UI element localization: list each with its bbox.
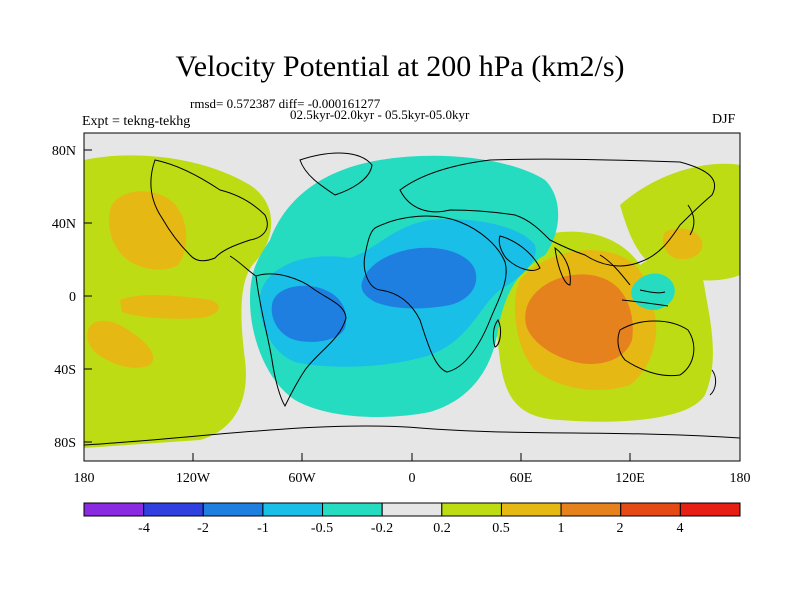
colorbar-box [620, 502, 681, 517]
coastline-north-america [150, 159, 268, 262]
lat-tick-label: 80N [52, 144, 76, 159]
coastline-southeast-asia [599, 254, 631, 286]
coastline-new-zealand [709, 369, 717, 396]
colorbar-box [679, 502, 741, 517]
coastline-japan [687, 204, 695, 236]
colorbar-box [262, 502, 324, 517]
coastline-central-america [229, 255, 257, 277]
colorbar-box [441, 502, 502, 517]
positive-anomaly-southwest [87, 320, 154, 368]
lon-tick-label: 60E [510, 471, 533, 486]
colorbar-box [83, 502, 145, 517]
coastline-india [554, 246, 571, 286]
lon-axis [83, 453, 741, 461]
lat-tick-label: 40N [52, 217, 76, 232]
positive-anomaly-south-pacific [120, 295, 219, 319]
lon-tick-label: 0 [409, 471, 416, 486]
negative-core-south-america [271, 285, 347, 342]
coastline-madagascar [492, 319, 502, 348]
map-field [84, 133, 740, 461]
colorbar-label: -1 [257, 521, 269, 536]
coastline-south-america [255, 273, 347, 408]
lon-tick-label: 120E [615, 471, 645, 486]
lon-tick-label: 180 [730, 471, 751, 486]
colorbar-label: 4 [677, 521, 684, 536]
colorbar-box [381, 502, 443, 517]
colorbar-label: -2 [197, 521, 209, 536]
colorbar-label: -0.5 [311, 521, 333, 536]
colorbar-box [560, 502, 622, 517]
lat-tick-label: 40S [54, 363, 76, 378]
plot-title: Velocity Potential at 200 hPa (km2/s) [175, 50, 625, 83]
lon-tick-labels: 180 120W 60W 0 60E 120E 180 [74, 471, 751, 486]
colorbar-labels: -4 -2 -1 -0.5 -0.2 0.2 0.5 1 2 4 [138, 521, 683, 536]
positive-region-northwest-pacific [620, 163, 740, 281]
coastline-greenland [299, 152, 373, 196]
negative-core-africa [361, 247, 477, 309]
lat-axis [84, 149, 92, 443]
positive-core-indian-ocean [525, 274, 633, 364]
coastline-australia [617, 320, 695, 377]
positive-anomaly-north-pacific [108, 191, 187, 270]
colorbar-label: -4 [138, 521, 150, 536]
experiment-label: Expt = tekng-tekhg [82, 114, 191, 129]
colorbar-label: 2 [617, 521, 624, 536]
lon-tick-label: 120W [176, 471, 211, 486]
periods-line: 02.5kyr-02.0kyr - 05.5kyr-05.0kyr [290, 107, 470, 122]
coastline-indonesia [621, 289, 669, 307]
coastline-arabia [498, 235, 541, 271]
lat-tick-label: 80S [54, 436, 76, 451]
season-label: DJF [712, 112, 736, 127]
lat-tick-labels: 80N 40N 0 40S 80S [52, 144, 76, 451]
colorbar-label: 1 [558, 521, 565, 536]
colorbar-label: 0.5 [492, 521, 510, 536]
colorbar-box [143, 502, 204, 517]
lat-tick-label: 0 [69, 290, 76, 305]
colorbar-label: -0.2 [371, 521, 393, 536]
colorbar-box [322, 502, 383, 517]
stats-line: rmsd= 0.572387 diff= -0.000161277 [190, 96, 381, 111]
colorbar-box [500, 502, 562, 517]
coastline-eurasia [399, 158, 716, 267]
colorbar: -4 -2 -1 -0.5 -0.2 0.2 0.5 1 2 4 [83, 502, 741, 536]
coastline-antarctica [84, 425, 740, 446]
lon-tick-label: 60W [288, 471, 316, 486]
negative-anomaly-maritime-continent [631, 273, 675, 310]
coastline-africa [363, 215, 507, 373]
colorbar-boxes [83, 502, 741, 517]
colorbar-box [202, 502, 264, 517]
colorbar-label: 0.2 [433, 521, 451, 536]
coastlines [84, 152, 740, 446]
lon-tick-label: 180 [74, 471, 95, 486]
